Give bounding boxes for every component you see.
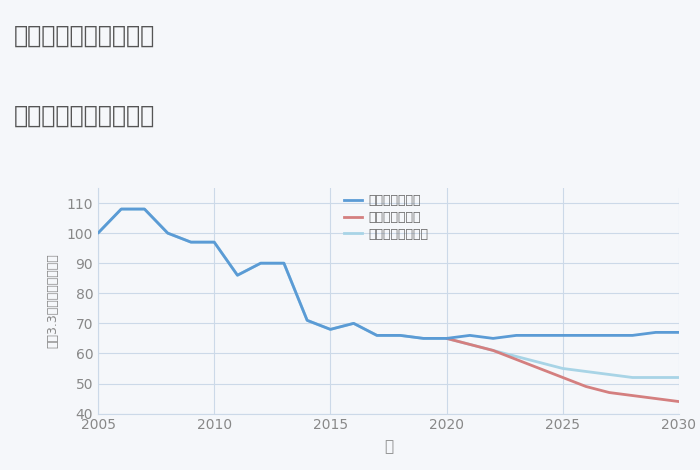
Line: バッドシナリオ: バッドシナリオ bbox=[447, 338, 679, 401]
グッドシナリオ bbox=[233, 273, 242, 278]
Text: 中古戸建ての価格推移: 中古戸建ての価格推移 bbox=[14, 103, 155, 127]
グッドシナリオ bbox=[256, 260, 265, 266]
グッドシナリオ bbox=[372, 333, 381, 338]
ノーマルシナリオ bbox=[326, 327, 335, 332]
バッドシナリオ bbox=[675, 399, 683, 404]
グッドシナリオ bbox=[187, 239, 195, 245]
バッドシナリオ bbox=[652, 396, 660, 401]
ノーマルシナリオ bbox=[652, 375, 660, 380]
バッドシナリオ bbox=[466, 342, 474, 347]
グッドシナリオ bbox=[652, 329, 660, 335]
グッドシナリオ bbox=[629, 333, 637, 338]
グッドシナリオ bbox=[582, 333, 590, 338]
Text: 岐阜県関市洞戸大野の: 岐阜県関市洞戸大野の bbox=[14, 24, 155, 47]
グッドシナリオ bbox=[326, 327, 335, 332]
グッドシナリオ bbox=[536, 333, 544, 338]
ノーマルシナリオ bbox=[629, 375, 637, 380]
ノーマルシナリオ bbox=[164, 230, 172, 236]
ノーマルシナリオ bbox=[536, 360, 544, 365]
グッドシナリオ bbox=[419, 336, 428, 341]
グッドシナリオ bbox=[117, 206, 125, 212]
グッドシナリオ bbox=[396, 333, 405, 338]
ノーマルシナリオ bbox=[605, 372, 613, 377]
ノーマルシナリオ bbox=[582, 368, 590, 374]
ノーマルシナリオ bbox=[466, 342, 474, 347]
グッドシナリオ bbox=[675, 329, 683, 335]
バッドシナリオ bbox=[582, 384, 590, 389]
グッドシナリオ bbox=[210, 239, 218, 245]
ノーマルシナリオ bbox=[442, 336, 451, 341]
バッドシナリオ bbox=[489, 348, 497, 353]
ノーマルシナリオ bbox=[419, 336, 428, 341]
グッドシナリオ bbox=[559, 333, 567, 338]
ノーマルシナリオ bbox=[280, 260, 288, 266]
Legend: グッドシナリオ, バッドシナリオ, ノーマルシナリオ: グッドシナリオ, バッドシナリオ, ノーマルシナリオ bbox=[344, 194, 428, 241]
グッドシナリオ bbox=[140, 206, 148, 212]
バッドシナリオ bbox=[629, 393, 637, 399]
バッドシナリオ bbox=[605, 390, 613, 395]
ノーマルシナリオ bbox=[489, 348, 497, 353]
ノーマルシナリオ bbox=[349, 321, 358, 326]
グッドシナリオ bbox=[512, 333, 521, 338]
ノーマルシナリオ bbox=[187, 239, 195, 245]
グッドシナリオ bbox=[489, 336, 497, 341]
X-axis label: 年: 年 bbox=[384, 439, 393, 454]
Line: グッドシナリオ: グッドシナリオ bbox=[98, 209, 679, 338]
ノーマルシナリオ bbox=[512, 353, 521, 359]
ノーマルシナリオ bbox=[256, 260, 265, 266]
Line: ノーマルシナリオ: ノーマルシナリオ bbox=[98, 209, 679, 377]
グッドシナリオ bbox=[303, 318, 312, 323]
グッドシナリオ bbox=[466, 333, 474, 338]
ノーマルシナリオ bbox=[210, 239, 218, 245]
バッドシナリオ bbox=[559, 375, 567, 380]
ノーマルシナリオ bbox=[303, 318, 312, 323]
ノーマルシナリオ bbox=[140, 206, 148, 212]
バッドシナリオ bbox=[442, 336, 451, 341]
バッドシナリオ bbox=[536, 366, 544, 371]
ノーマルシナリオ bbox=[396, 333, 405, 338]
グッドシナリオ bbox=[442, 336, 451, 341]
グッドシナリオ bbox=[94, 230, 102, 236]
ノーマルシナリオ bbox=[675, 375, 683, 380]
ノーマルシナリオ bbox=[372, 333, 381, 338]
ノーマルシナリオ bbox=[94, 230, 102, 236]
ノーマルシナリオ bbox=[117, 206, 125, 212]
Y-axis label: 坪（3.3㎡）単価（万円）: 坪（3.3㎡）単価（万円） bbox=[47, 253, 60, 348]
グッドシナリオ bbox=[164, 230, 172, 236]
グッドシナリオ bbox=[349, 321, 358, 326]
バッドシナリオ bbox=[512, 357, 521, 362]
グッドシナリオ bbox=[605, 333, 613, 338]
ノーマルシナリオ bbox=[233, 273, 242, 278]
ノーマルシナリオ bbox=[559, 366, 567, 371]
グッドシナリオ bbox=[280, 260, 288, 266]
